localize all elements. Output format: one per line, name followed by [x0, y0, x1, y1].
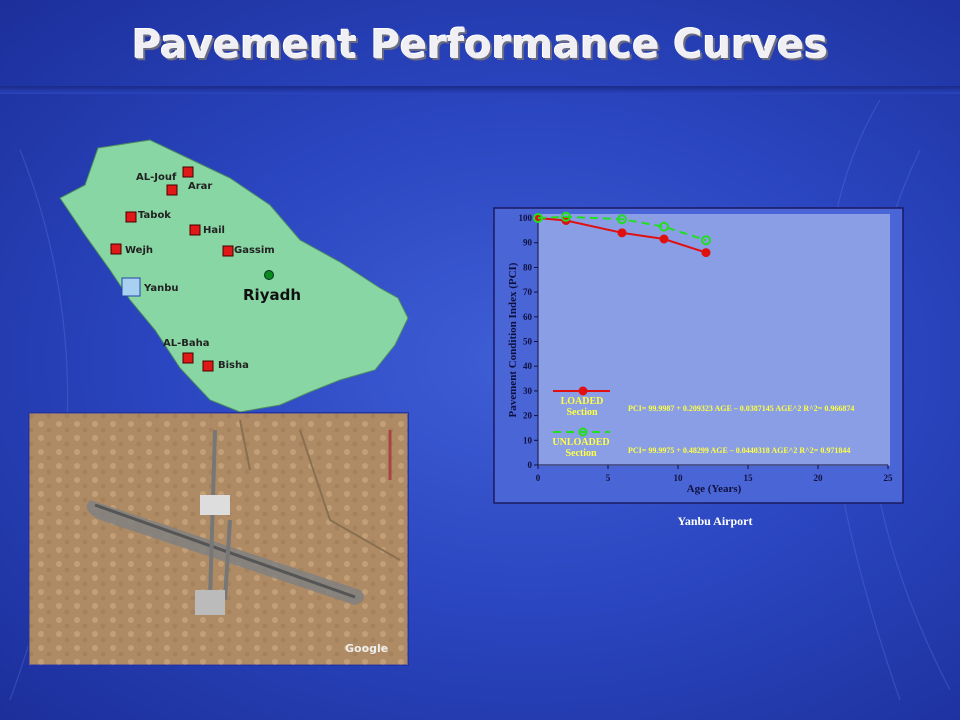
city-marker — [202, 360, 214, 372]
city-label: Yanbu — [143, 283, 178, 294]
country-shape — [59, 139, 409, 413]
city-marker — [189, 224, 201, 236]
data-point — [533, 213, 543, 223]
chart-caption: Yanbu Airport — [677, 514, 753, 528]
city-label: Gassim — [234, 245, 275, 256]
equation: PCI= 99.9975 + 0.48299 AGE – 0.0440318 A… — [628, 446, 850, 455]
x-axis-label: Age (Years) — [687, 483, 742, 495]
data-point — [617, 214, 627, 225]
city-marker — [182, 166, 194, 178]
series-line — [537, 215, 707, 242]
city-label: Tabok — [138, 210, 171, 221]
title-band — [0, 86, 960, 94]
x-tick-label: 10 — [674, 473, 684, 483]
y-tick-label: 100 — [519, 213, 533, 223]
y-tick-label: 60 — [523, 312, 533, 322]
city-label: Bisha — [218, 360, 249, 371]
city-label: Arar — [188, 181, 212, 192]
capital-marker — [264, 270, 274, 280]
x-tick-label: 5 — [606, 473, 611, 483]
legend-marker — [578, 386, 588, 396]
x-tick-label: 15 — [744, 473, 754, 483]
y-tick-label: 80 — [523, 262, 533, 272]
legend-marker — [578, 427, 588, 437]
slide-title: Pavement Performance Curves — [131, 22, 829, 68]
city-marker — [125, 211, 137, 223]
city-marker — [110, 243, 122, 255]
legend-label: LOADED Section — [560, 396, 604, 418]
x-tick-label: 25 — [884, 473, 894, 483]
data-point — [701, 235, 711, 246]
svg-text:Google: Google — [345, 642, 388, 655]
y-tick-label: 10 — [523, 435, 533, 445]
data-point — [561, 211, 571, 222]
y-tick-label: 90 — [523, 238, 533, 248]
city-label: AL-Jouf — [136, 172, 177, 183]
city-marker — [222, 245, 234, 257]
data-point — [701, 248, 711, 258]
y-axis-label: Pavement Condition Index (PCI) — [507, 262, 519, 417]
plot-area — [538, 214, 890, 466]
x-tick-label: 20 — [814, 473, 824, 483]
data-point — [617, 228, 627, 238]
y-tick-label: 70 — [523, 287, 533, 297]
y-tick-label: 30 — [523, 386, 533, 396]
city-label: Wejh — [125, 245, 153, 256]
city-marker — [182, 352, 194, 364]
city-label: Hail — [203, 225, 225, 236]
legend-label: UNLOADED Section — [552, 437, 610, 459]
city-marker — [121, 277, 141, 297]
data-point — [659, 221, 669, 232]
capital-label: Riyadh — [243, 286, 301, 304]
y-tick-label: 20 — [523, 411, 533, 421]
city-label: AL-Baha — [163, 338, 210, 349]
y-tick-label: 0 — [528, 460, 533, 470]
data-point — [659, 234, 669, 244]
x-tick-label: 0 — [536, 473, 541, 483]
y-tick-label: 40 — [523, 361, 533, 371]
city-marker — [166, 184, 178, 196]
y-tick-label: 50 — [523, 337, 533, 347]
equation: PCI= 99.9987 + 0.209323 AGE – 0.0387145 … — [628, 404, 854, 413]
